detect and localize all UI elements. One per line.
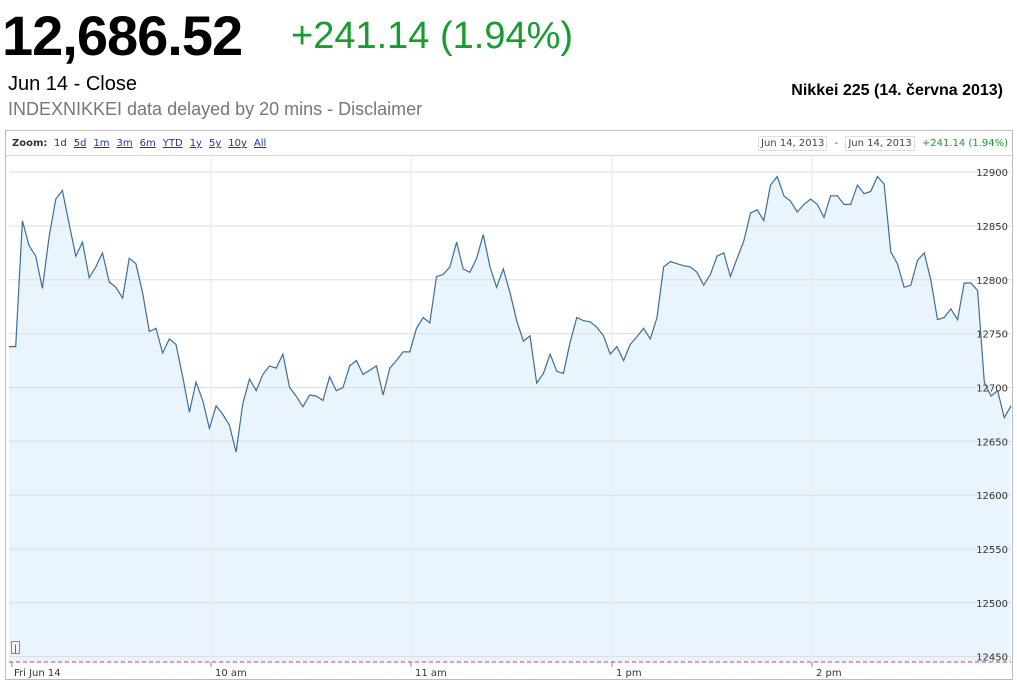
y-tick-label: 12650 <box>976 437 1008 448</box>
zoom-option-10y[interactable]: 10y <box>228 138 247 149</box>
close-label: Jun 14 - Close <box>8 73 137 95</box>
zoom-option-ytd[interactable]: YTD <box>162 138 183 149</box>
y-tick-label: 12900 <box>976 168 1008 179</box>
zoom-option-all[interactable]: All <box>253 138 267 149</box>
x-tick-label: 2 pm <box>816 668 842 679</box>
price-chart[interactable]: 12450 12500 12550 12600 12650 12700 12750 12800… <box>6 131 1012 679</box>
y-tick-label: 12800 <box>976 276 1008 287</box>
zoom-options: 1d 5d 1m 3m 6m YTD 1y 5y 10y All <box>54 138 273 149</box>
range-change: +241.14 (1.94%) <box>921 138 1008 149</box>
zoom-handle[interactable]: | <box>11 641 20 654</box>
zoom-option-5y[interactable]: 5y <box>208 138 222 149</box>
x-tick-label: 11 am <box>415 668 447 679</box>
area-fill <box>9 176 1011 662</box>
chart-frame: Zoom: 1d 5d 1m 3m 6m YTD 1y 5y 10y All Jun 14, 20… <box>5 130 1013 680</box>
range-start[interactable]: Jun 14, 2013 <box>758 136 828 151</box>
x-tick-label: 10 am <box>215 668 247 679</box>
y-tick-label: 12600 <box>976 491 1008 502</box>
range-end[interactable]: Jun 14, 2013 <box>845 136 915 151</box>
y-tick-label: 12700 <box>976 383 1008 394</box>
y-tick-label: 12500 <box>976 599 1008 610</box>
y-tick-label: 12450 <box>976 653 1008 664</box>
series-line <box>9 175 1012 453</box>
zoom-option-5d[interactable]: 5d <box>73 138 87 149</box>
y-tick-label: 12550 <box>976 545 1008 556</box>
index-price: 12,686.52 <box>2 4 243 67</box>
x-tick-label: 1 pm <box>616 668 642 679</box>
zoom-option-6m[interactable]: 6m <box>139 138 156 149</box>
y-tick-label: 12750 <box>976 330 1008 341</box>
zoom-toolbar: Zoom: 1d 5d 1m 3m 6m YTD 1y 5y 10y All Jun 14, 20… <box>6 131 1012 156</box>
x-tick-label: Fri Jun 14 <box>14 668 61 679</box>
price-change: +241.14 (1.94%) <box>291 15 574 57</box>
zoom-option-3m[interactable]: 3m <box>116 138 133 149</box>
chart-caption: Nikkei 225 (14. června 2013) <box>791 82 1003 99</box>
range-separator: - <box>834 138 839 149</box>
y-tick-label: 12850 <box>976 222 1008 233</box>
delay-disclaimer[interactable]: INDEXNIKKEI data delayed by 20 mins - Di… <box>8 99 423 119</box>
zoom-label: Zoom: <box>12 138 48 149</box>
zoom-option-1d[interactable]: 1d <box>54 138 67 149</box>
zoom-option-1m[interactable]: 1m <box>93 138 110 149</box>
zoom-option-1y[interactable]: 1y <box>189 138 202 149</box>
date-range: Jun 14, 2013 - Jun 14, 2013 +241.14 (1.9… <box>758 136 1008 151</box>
